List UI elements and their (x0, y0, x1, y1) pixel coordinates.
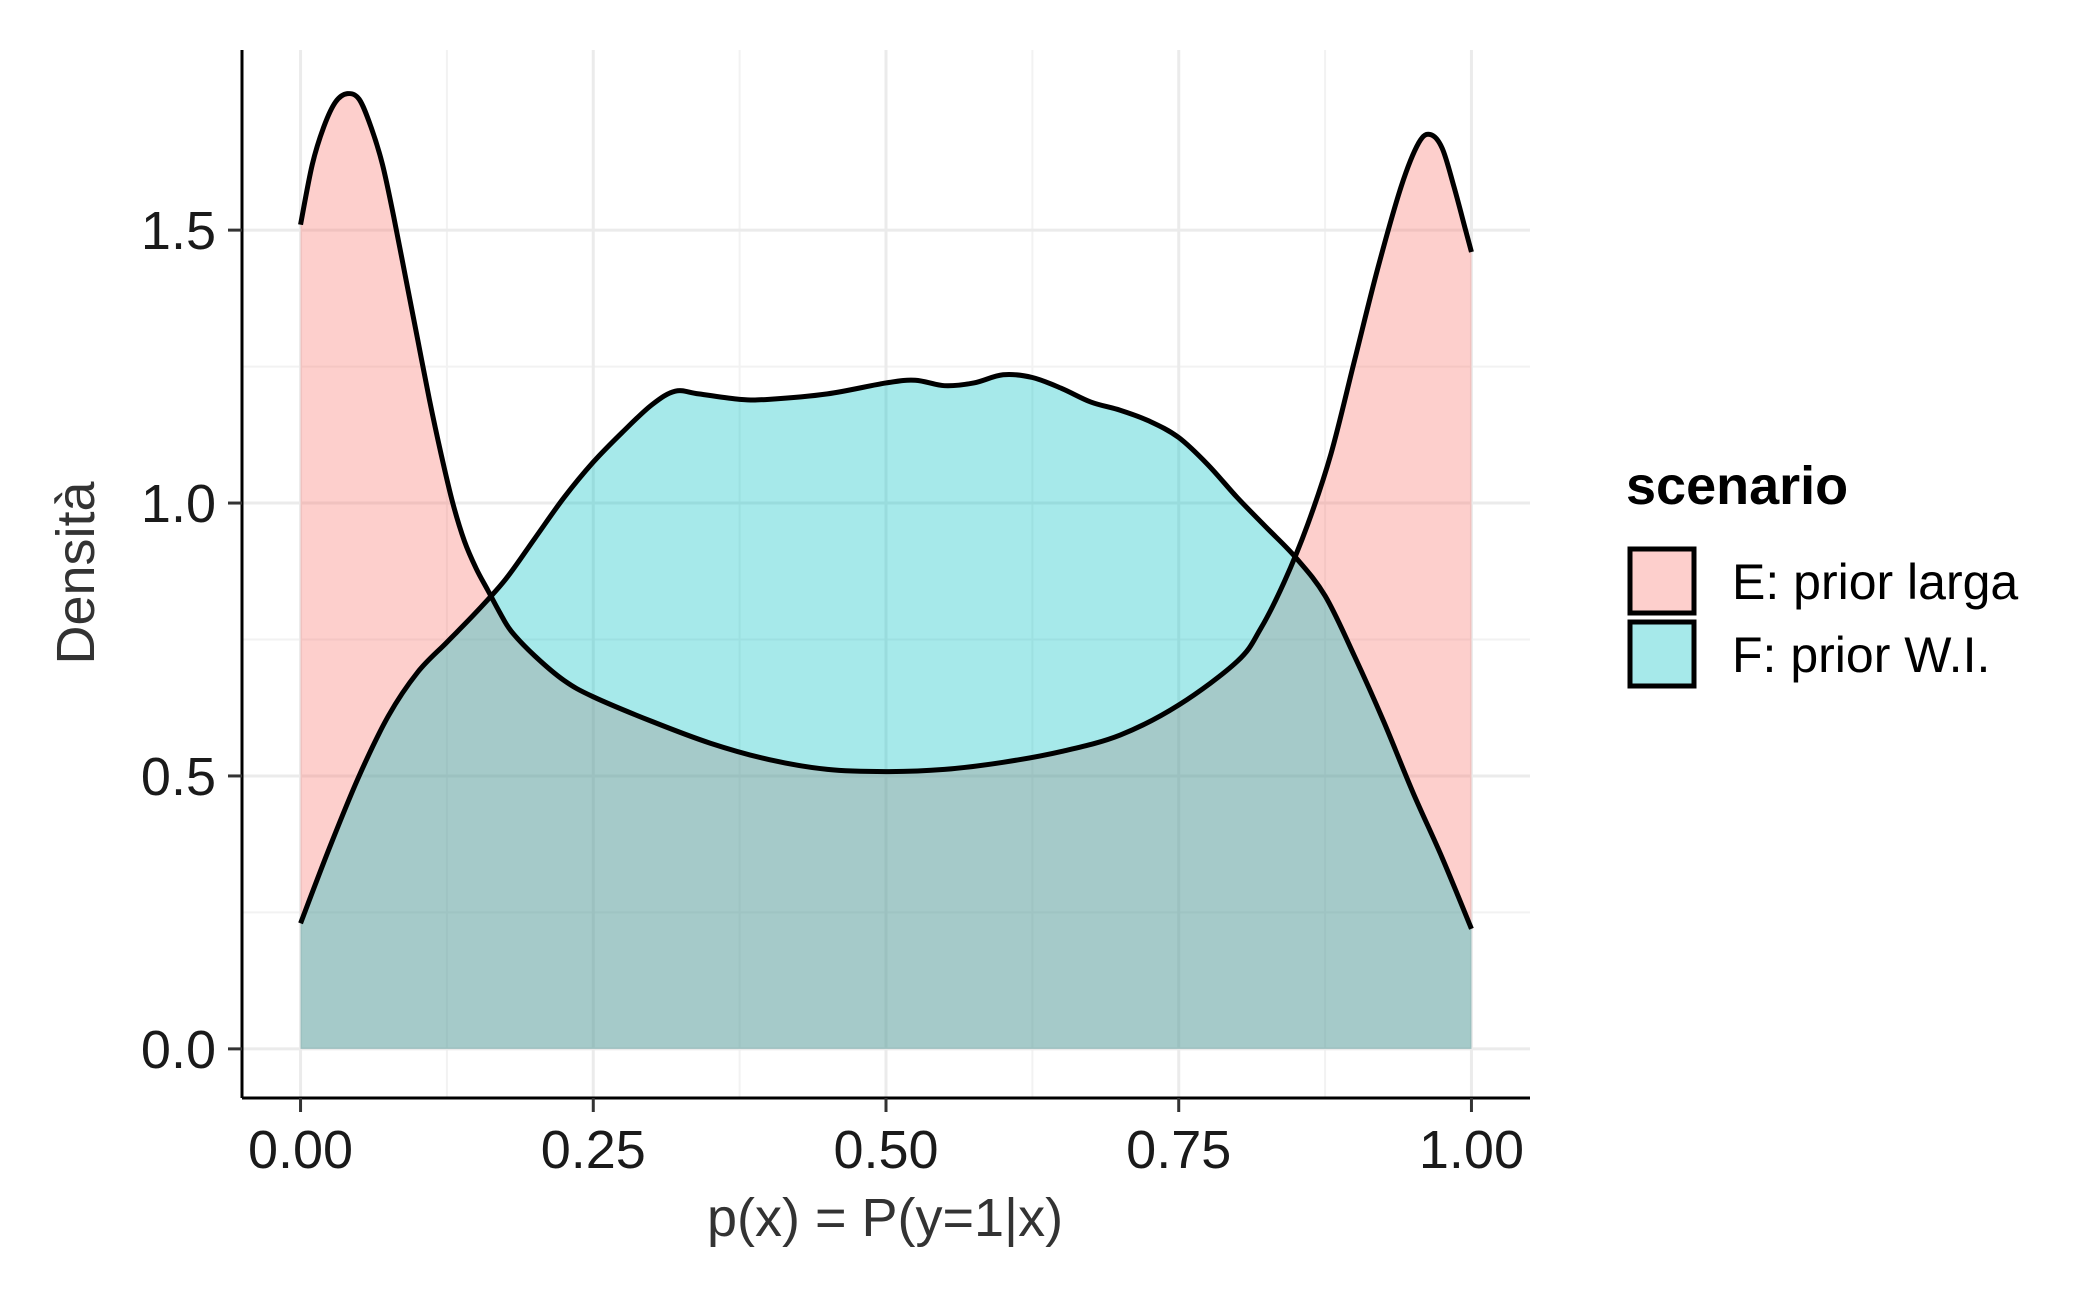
x-tick-label: 0.75 (1126, 1120, 1231, 1180)
legend-key-background (1630, 622, 1694, 686)
x-axis-ticks: 0.00 0.25 0.50 0.75 1.00 (248, 1098, 1524, 1180)
x-tick-label: 0.25 (541, 1120, 646, 1180)
x-tick-label: 1.00 (1419, 1120, 1524, 1180)
density-area-series-2 (300, 374, 1472, 1049)
density-line-series-1 (298, 91, 1474, 775)
legend: scenario E: prior larga F: prior W.I. (1626, 456, 2018, 689)
density-areas (300, 93, 1472, 1049)
legend-key-background (1630, 549, 1694, 613)
y-tick-label: 0.5 (141, 747, 216, 807)
x-axis-title: p(x) = P(y=1|x) (707, 1188, 1063, 1248)
legend-label: F: prior W.I. (1732, 627, 1990, 683)
x-tick-label: 0.00 (248, 1120, 353, 1180)
x-tick-label: 0.50 (833, 1120, 938, 1180)
y-axis-ticks: 0.0 0.5 1.0 1.5 (141, 201, 242, 1080)
y-tick-label: 0.0 (141, 1020, 216, 1080)
legend-key-swatch (1627, 619, 1697, 689)
density-line-series-2 (298, 371, 1474, 930)
legend-label: E: prior larga (1732, 554, 2018, 610)
density-lines (298, 91, 1474, 930)
density-area-series-1 (300, 93, 1472, 1049)
legend-key-swatch (1627, 546, 1697, 616)
legend-title: scenario (1626, 456, 1848, 516)
legend-items: E: prior larga F: prior W.I. (1627, 546, 2018, 689)
y-axis-title: Densità (46, 480, 106, 664)
y-tick-label: 1.5 (141, 201, 216, 261)
y-tick-label: 1.0 (141, 474, 216, 534)
